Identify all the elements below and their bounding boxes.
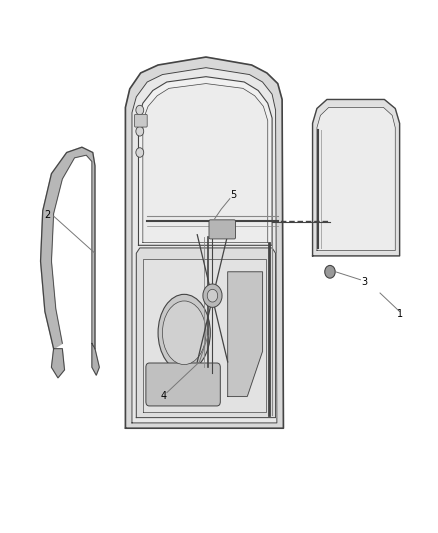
Polygon shape <box>317 108 395 251</box>
FancyBboxPatch shape <box>146 363 220 406</box>
Circle shape <box>136 148 144 157</box>
Ellipse shape <box>158 294 210 371</box>
Polygon shape <box>143 259 266 413</box>
Polygon shape <box>125 57 283 428</box>
Polygon shape <box>41 147 95 349</box>
Circle shape <box>136 126 144 136</box>
Text: 1: 1 <box>396 309 403 319</box>
Polygon shape <box>138 77 272 245</box>
Circle shape <box>207 289 218 302</box>
Polygon shape <box>228 272 262 397</box>
Polygon shape <box>313 100 399 256</box>
Text: 5: 5 <box>230 190 237 200</box>
Polygon shape <box>132 68 277 423</box>
Text: 2: 2 <box>44 209 50 220</box>
FancyBboxPatch shape <box>209 220 236 239</box>
Circle shape <box>325 265 335 278</box>
Polygon shape <box>51 349 64 378</box>
Circle shape <box>203 284 222 308</box>
Polygon shape <box>92 343 99 375</box>
Text: 4: 4 <box>160 391 166 401</box>
Polygon shape <box>143 84 268 243</box>
FancyBboxPatch shape <box>134 114 147 127</box>
Text: 3: 3 <box>362 277 368 287</box>
Polygon shape <box>136 248 276 418</box>
Ellipse shape <box>162 301 206 365</box>
Circle shape <box>136 106 144 115</box>
